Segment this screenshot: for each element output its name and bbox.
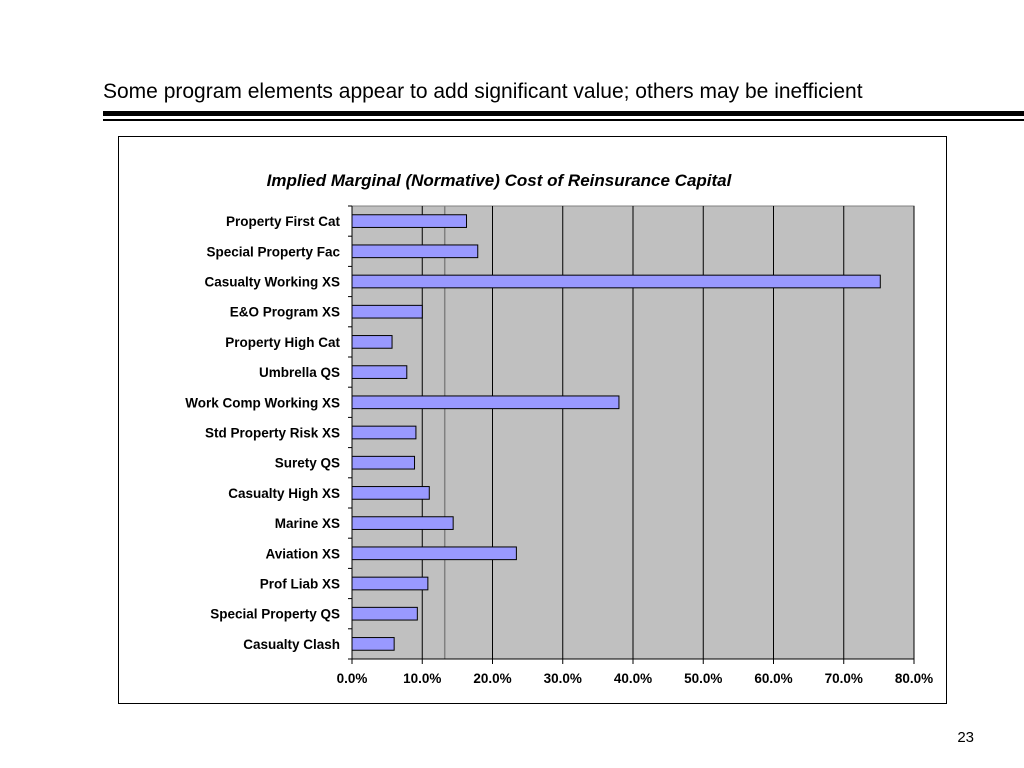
bar [351, 335, 393, 349]
category-label: Prof Liab XS [260, 577, 340, 592]
x-tick-label: 10.0% [403, 671, 441, 686]
chart-title: Implied Marginal (Normative) Cost of Rei… [267, 171, 733, 190]
category-label: Special Property QS [210, 607, 340, 622]
bar [351, 365, 408, 379]
title-rule-thin [103, 119, 1024, 121]
x-tick-label: 30.0% [544, 671, 582, 686]
slide-title: Some program elements appear to add sign… [103, 80, 863, 103]
bar [351, 486, 430, 500]
category-label: Property High Cat [225, 335, 340, 350]
bar [351, 637, 395, 651]
bar [351, 546, 517, 561]
bar-chart: Implied Marginal (Normative) Cost of Rei… [185, 171, 933, 686]
title-rule-thick [103, 111, 1024, 116]
category-label: Aviation XS [265, 546, 340, 561]
category-label: Std Property Risk XS [205, 426, 340, 441]
x-tick-label: 80.0% [895, 671, 933, 686]
bar [351, 606, 418, 621]
bar [351, 576, 429, 591]
bar [351, 214, 468, 228]
bar [351, 395, 620, 410]
x-tick-label: 50.0% [684, 671, 722, 686]
x-tick-label: 60.0% [754, 671, 792, 686]
category-label: Property First Cat [226, 214, 341, 229]
bar [351, 425, 417, 440]
category-label: Special Property Fac [206, 244, 340, 259]
x-tick-label: 20.0% [473, 671, 511, 686]
bar [351, 244, 479, 259]
x-tick-label: 70.0% [825, 671, 863, 686]
category-label: Casualty High XS [228, 486, 340, 501]
x-tick-label: 0.0% [337, 671, 368, 686]
bar [351, 455, 416, 470]
category-label: Casualty Working XS [204, 275, 340, 290]
bar [351, 304, 423, 319]
category-label: Work Comp Working XS [185, 395, 340, 410]
category-label: Umbrella QS [259, 365, 340, 380]
category-label: E&O Program XS [230, 305, 340, 320]
page-number: 23 [957, 729, 974, 746]
x-tick-label: 40.0% [614, 671, 652, 686]
category-label: Surety QS [275, 456, 340, 471]
category-label: Marine XS [275, 516, 340, 531]
bar [351, 516, 454, 530]
chart-frame: Implied Marginal (Normative) Cost of Rei… [118, 136, 947, 704]
bar [351, 274, 881, 289]
category-label: Casualty Clash [243, 637, 340, 652]
